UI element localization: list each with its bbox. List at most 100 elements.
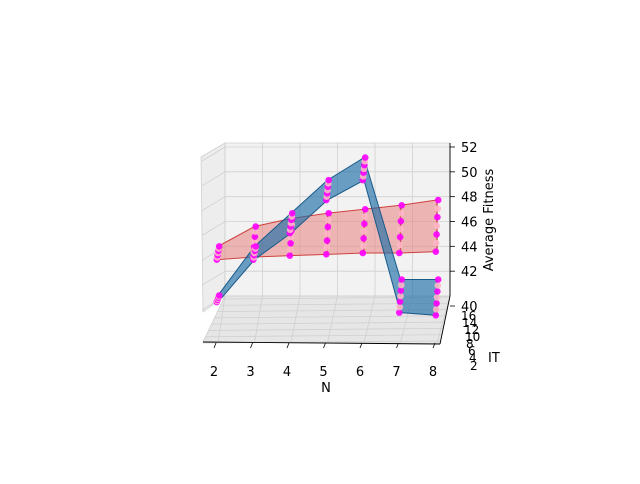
floor-grid-x-1: [254, 295, 263, 344]
marker-0-6-1: [432, 239, 440, 247]
marker-0-3-4: [324, 223, 332, 231]
marker-1-1-6: [252, 243, 259, 250]
marker-1-5-6: [398, 276, 406, 283]
marker-0-5-4: [397, 217, 405, 225]
marker-0-6-2: [433, 231, 440, 238]
y-tick-label-7: 16: [461, 309, 476, 323]
marker-1-5-4: [397, 287, 405, 294]
marker-1-3-6: [325, 176, 333, 184]
x-tick-label-1: 3: [246, 365, 254, 380]
marker-0-4-2: [360, 235, 367, 242]
marker-0-3-6: [325, 209, 333, 217]
z-tick-label-0: 40: [461, 300, 478, 315]
marker-0-5-2: [396, 233, 404, 241]
marker-0-3-2: [323, 237, 331, 244]
y-tick-label-2: 6: [468, 344, 476, 358]
marker-1-6-6: [434, 276, 442, 283]
marker-1-6-3: [433, 294, 441, 301]
x-tick-label-6: 8: [429, 365, 437, 380]
marker-0-3-0: [323, 251, 330, 258]
x-tick-mark-1: [250, 342, 253, 349]
marker-0-4-0: [359, 249, 367, 257]
y-tick-label-1: 4: [469, 351, 477, 365]
y-tick-label-4: 10: [465, 330, 480, 344]
marker-0-5-3: [397, 225, 404, 233]
floor-grid-x-2: [290, 295, 301, 344]
marker-0-3-3: [324, 230, 331, 238]
marker-1-5-3: [397, 292, 404, 300]
x-tick-mark-0: [213, 342, 217, 349]
x-tick-label-3: 5: [319, 365, 327, 380]
markers: [213, 154, 442, 319]
marker-0-1-6: [252, 223, 259, 230]
marker-0-6-0: [432, 248, 440, 255]
z-tick-label-1: 42: [461, 265, 478, 280]
marker-1-6-4: [434, 288, 441, 295]
marker-1-0-6: [215, 292, 223, 299]
marker-0-1-5: [252, 228, 259, 235]
back-pane-left: [200, 142, 226, 313]
floor-grid-y-4: [214, 315, 446, 319]
marker-0-4-3: [360, 227, 368, 235]
marker-0-4-6: [361, 205, 369, 213]
x-tick-label-0: 2: [210, 365, 218, 380]
marker-0-5-0: [396, 249, 403, 257]
x-axis-line: [202, 341, 441, 345]
marker-0-4-1: [359, 242, 367, 250]
x-tick-mark-6: [432, 342, 436, 349]
floor-grid-x-3: [327, 295, 338, 344]
marker-0-2-0: [286, 252, 294, 259]
x-tick-mark-2: [286, 342, 290, 349]
z-axis-label: Average Fitness: [482, 169, 497, 272]
y-tick-label-0: 2: [470, 359, 478, 373]
x-tick-mark-3: [323, 342, 326, 349]
z-tick-label-6: 52: [461, 141, 478, 156]
side-grid-z-5: [201, 171, 226, 187]
z-tick-label-4: 48: [461, 191, 478, 206]
marker-1-6-2: [433, 300, 440, 307]
marker-0-2-1: [286, 246, 294, 253]
marker-0-3-5: [325, 216, 332, 224]
x-tick-mark-5: [396, 342, 399, 349]
z-tick-label-3: 46: [461, 216, 478, 231]
marker-1-5-1: [396, 303, 404, 311]
x-tick-label-2: 4: [283, 365, 291, 380]
marker-1-6-1: [432, 306, 440, 313]
marker-1-5-5: [398, 281, 405, 289]
y-axis-label: IT: [488, 351, 500, 366]
side-grid-z-1: [201, 270, 226, 286]
floor-grid-x-6: [436, 295, 451, 344]
floor-grid-x-0: [217, 295, 226, 344]
marker-1-6-0: [432, 311, 440, 319]
marker-0-2-2: [287, 239, 294, 247]
x-tick-label-4: 6: [356, 365, 364, 380]
x-axis-label: N: [321, 381, 331, 396]
marker-1-5-0: [396, 309, 403, 316]
marker-1-6-5: [434, 282, 442, 289]
marker-1-5-2: [396, 298, 404, 305]
x-tick-label-5: 7: [392, 365, 400, 380]
side-grid-z-4: [201, 196, 226, 212]
marker-0-5-5: [398, 209, 405, 217]
z-tick-label-2: 44: [461, 240, 478, 255]
marker-0-6-5: [434, 205, 442, 212]
marker-0-4-4: [361, 220, 368, 228]
side-grid-z-6: [201, 146, 226, 162]
y-tick-label-3: 8: [466, 337, 474, 351]
axes: [202, 143, 451, 345]
marker-0-3-1: [323, 244, 331, 251]
marker-1-4-6: [361, 154, 369, 161]
x-tick-mark-4: [359, 342, 363, 349]
marker-0-6-6: [434, 196, 442, 204]
marker-0-1-4: [251, 233, 259, 240]
marker-0-0-6: [215, 243, 223, 250]
marker-0-5-6: [398, 202, 406, 209]
floor-grid-y-2: [208, 328, 443, 331]
marker-0-6-3: [433, 222, 441, 230]
y-tick-label-5: 12: [464, 323, 479, 337]
marker-0-6-4: [434, 213, 441, 221]
floor-grid-y-1: [205, 334, 442, 338]
